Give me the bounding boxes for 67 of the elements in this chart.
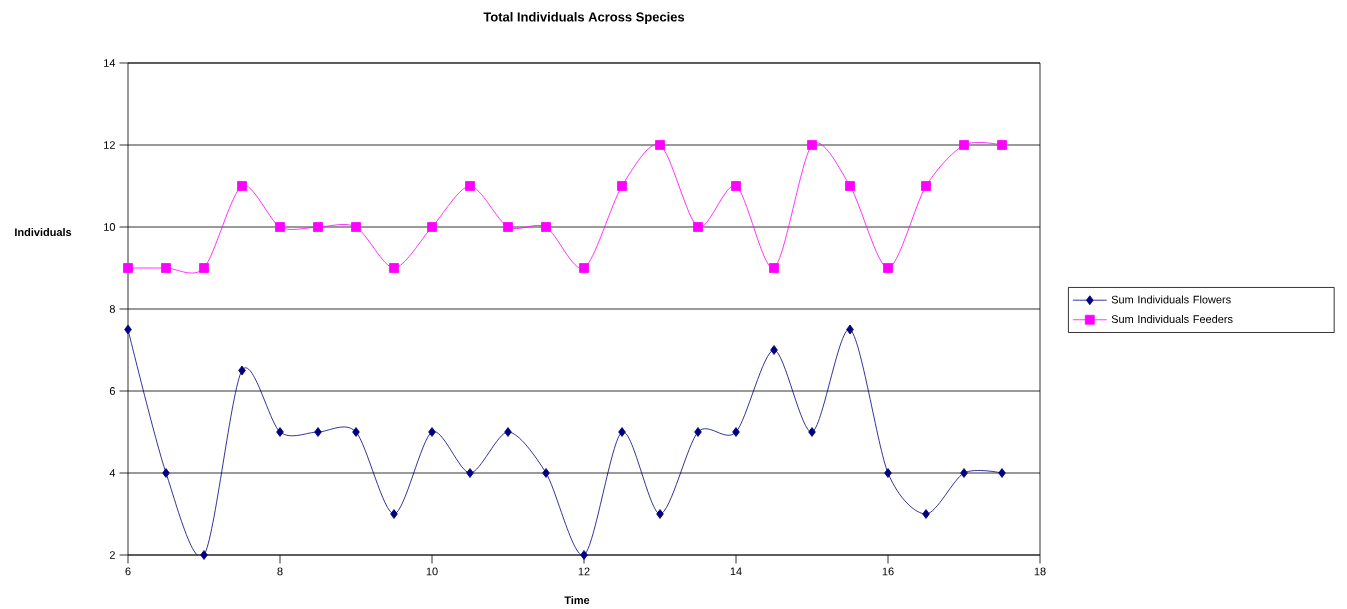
point <box>883 263 893 273</box>
y-tick-label: 8 <box>109 305 115 313</box>
point <box>314 427 322 437</box>
x-tick-label: 18 <box>1034 567 1046 576</box>
legend-label: Sum Individuals Feeders <box>1111 314 1233 323</box>
point <box>998 468 1006 478</box>
point <box>389 263 399 273</box>
point <box>731 181 741 191</box>
chart-title: Total Individuals Across Species <box>483 12 685 25</box>
point <box>732 427 740 437</box>
point <box>655 140 665 150</box>
point <box>960 468 968 478</box>
point <box>275 222 285 232</box>
point <box>580 550 588 560</box>
point <box>313 222 323 232</box>
y-tick-label: 6 <box>109 387 115 395</box>
point <box>807 140 817 150</box>
point <box>161 263 171 273</box>
x-tick-label: 14 <box>730 567 742 576</box>
legend-label: Sum Individuals Flowers <box>1111 295 1231 304</box>
x-tick-label: 8 <box>277 567 283 576</box>
x-tick-label: 10 <box>426 567 438 576</box>
point <box>123 263 133 273</box>
point <box>959 140 969 150</box>
point <box>656 509 664 519</box>
point <box>922 509 930 519</box>
point <box>845 181 855 191</box>
point <box>579 263 589 273</box>
point <box>884 468 892 478</box>
point <box>504 427 512 437</box>
point <box>694 427 702 437</box>
y-tick-label: 10 <box>104 223 116 231</box>
point <box>238 365 246 376</box>
point <box>351 222 361 232</box>
point <box>276 427 284 437</box>
y-tick-label: 12 <box>104 141 115 149</box>
point <box>199 263 209 273</box>
y-tick-label: 4 <box>109 469 116 477</box>
x-axis-title: Time <box>564 596 590 605</box>
x-tick-label: 16 <box>882 567 894 576</box>
point <box>770 345 778 355</box>
x-tick-label: 12 <box>578 567 590 576</box>
point <box>808 427 816 437</box>
point <box>921 181 931 191</box>
point <box>162 468 170 478</box>
point <box>427 222 437 232</box>
point <box>617 181 627 191</box>
point <box>390 509 398 519</box>
point <box>618 427 626 437</box>
point <box>237 181 247 191</box>
point <box>541 222 551 232</box>
point <box>124 324 132 335</box>
y-tick-label: 2 <box>109 551 115 559</box>
point <box>693 222 703 232</box>
point <box>542 468 550 478</box>
point <box>352 427 360 437</box>
x-tick-label: 6 <box>125 567 131 576</box>
point <box>846 324 854 335</box>
point <box>503 222 513 232</box>
point <box>465 181 475 191</box>
point <box>997 140 1007 150</box>
point <box>466 468 474 478</box>
point <box>200 550 208 560</box>
y-axis-title: Individuals <box>15 227 72 237</box>
point <box>769 263 779 273</box>
y-tick-label: 14 <box>104 59 116 67</box>
point <box>428 427 436 437</box>
